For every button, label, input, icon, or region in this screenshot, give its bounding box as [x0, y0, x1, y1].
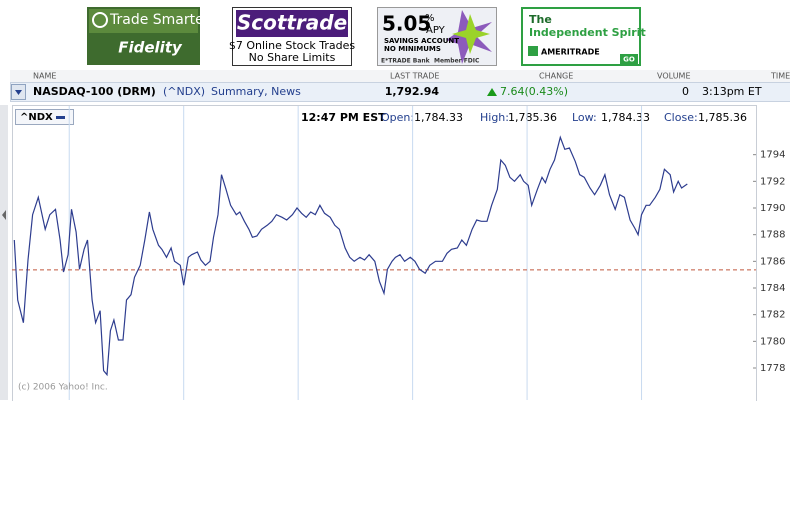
quote-symbol[interactable]: (^NDX) — [163, 85, 205, 98]
stat-name: Close: — [664, 111, 698, 124]
ad-text: NO MINIMUMS — [384, 45, 441, 53]
ad-logo — [528, 46, 538, 56]
stat-value: 1,785.36 — [698, 111, 747, 124]
ad-icon — [92, 12, 108, 28]
ad-text: No Share Limits — [249, 51, 336, 64]
ad-text: $7 Online Stock Trades — [229, 39, 356, 52]
ad-text: 5.05 — [382, 12, 431, 36]
stat-value: 1,785.36 — [508, 111, 557, 124]
up-arrow — [487, 88, 497, 96]
symbol-button[interactable] — [15, 109, 74, 125]
ad-logo — [452, 14, 490, 54]
ad-text: AMERITRADE — [541, 48, 600, 57]
column-header: CHANGE — [539, 72, 573, 81]
cursor-time: 12:47 PM EST — [301, 111, 386, 124]
ad-text: % — [425, 13, 435, 24]
stat-name: Low: — [572, 111, 597, 124]
column-header: LAST TRADE — [390, 72, 439, 81]
last-trade: 1,792.94 — [385, 85, 440, 98]
y-tick-label: 1784 — [760, 283, 785, 294]
y-tick-label: 1794 — [760, 150, 785, 161]
ad-text: Member FDIC — [434, 58, 480, 65]
ad-band — [236, 10, 348, 37]
ad-text: Trade Smarter — [109, 12, 210, 28]
ad-fidelity[interactable]: Trade Smarter Fidelity — [87, 7, 210, 65]
time: 3:13pm ET — [702, 85, 762, 98]
y-tick-label: 1778 — [760, 363, 785, 374]
ad-text: Independent Spirit — [529, 26, 646, 39]
ad-text: Fidelity — [118, 39, 183, 57]
scroll-arrow — [2, 210, 6, 220]
copyright: (c) 2006 Yahoo! Inc. — [18, 383, 108, 393]
y-tick-label: 1786 — [760, 256, 785, 267]
column-header: TIME — [770, 72, 790, 81]
y-tick-label: 1792 — [760, 176, 785, 187]
stat-value: 1,784.33 — [601, 111, 650, 124]
page-blank — [0, 401, 790, 511]
ad-text: The — [529, 13, 552, 26]
y-tick-label: 1782 — [760, 310, 785, 321]
y-tick-label: 1788 — [760, 230, 785, 241]
y-tick-label: 1790 — [760, 203, 785, 214]
ad-text: E*TRADE Bank — [381, 58, 431, 65]
stat-name: Open: — [381, 111, 414, 124]
ad-text: GO — [623, 56, 635, 64]
change: 7.64(0.43%) — [500, 85, 568, 98]
chart-frame — [12, 105, 757, 406]
ad-scottrade[interactable]: Scottrade $7 Online Stock Trades No Shar… — [229, 7, 356, 66]
scroll-handle[interactable] — [0, 105, 8, 400]
ad-ameritrade[interactable]: The Independent Spirit AMERITRADE GO — [521, 7, 646, 66]
stat-name: High: — [480, 111, 509, 124]
quote-name: NASDAQ-100 (DRM) — [33, 85, 156, 98]
price-line — [13, 135, 688, 377]
dropdown-arrow — [15, 90, 22, 95]
column-header: NAME — [33, 72, 56, 81]
ad-button — [620, 54, 638, 64]
stat-value: 1,784.33 — [414, 111, 463, 124]
quote-links[interactable]: Summary, News — [211, 85, 301, 98]
column-header: VOLUME — [657, 72, 691, 81]
volume: 0 — [682, 85, 689, 98]
y-tick-label: 1780 — [760, 336, 785, 347]
ad-text: APY — [426, 25, 446, 36]
symbol-button-label: ^NDX — [20, 112, 53, 123]
symbol-button-bar — [56, 116, 65, 119]
ad-etrade[interactable]: 5.05 % APY SAVINGS ACCOUNT NO MINIMUMS E… — [377, 7, 497, 66]
ad-text: SAVINGS ACCOUNT — [384, 37, 459, 45]
quote-row-bg — [10, 82, 790, 102]
ad-text: Scottrade — [237, 11, 347, 35]
